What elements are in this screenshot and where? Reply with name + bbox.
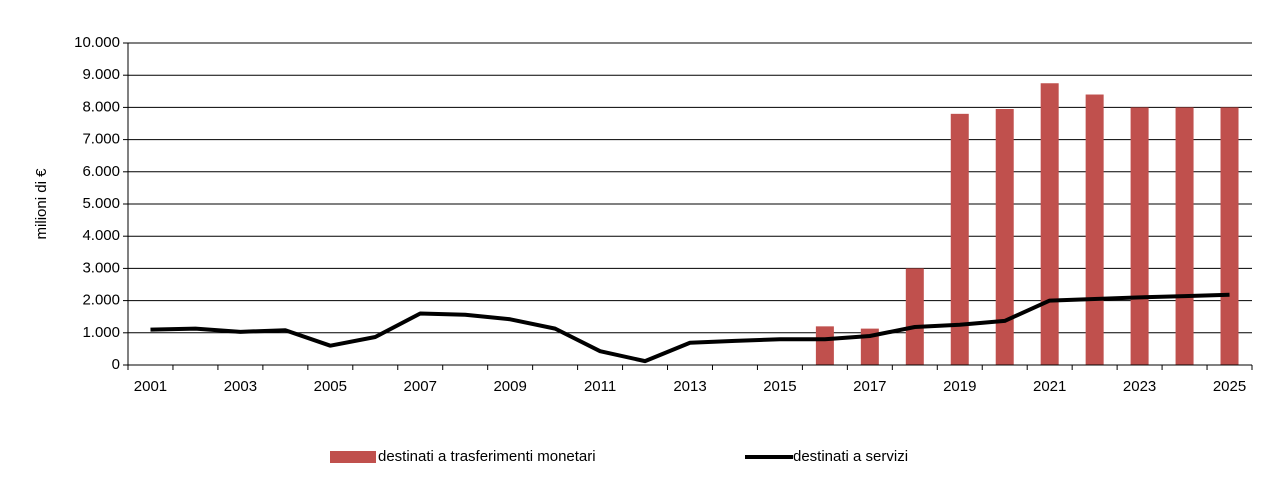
bar [1220, 107, 1239, 366]
bar [815, 326, 834, 365]
bar [1085, 94, 1104, 366]
x-tick-label: 2005 [314, 378, 347, 395]
x-tick-label: 2011 [584, 378, 616, 395]
legend-label: destinati a trasferimenti monetari [378, 448, 596, 465]
bar [995, 109, 1014, 365]
y-tick-label: 8.000 [82, 98, 120, 115]
x-tick-label: 2009 [493, 378, 526, 395]
bar [950, 113, 969, 365]
x-tick-label: 2007 [404, 378, 437, 395]
legend-swatch [330, 451, 376, 463]
bar [1175, 107, 1194, 366]
x-tick-label: 2013 [673, 378, 706, 395]
y-tick-label: 7.000 [82, 131, 120, 148]
y-tick-label: 2.000 [82, 292, 120, 309]
y-tick-label: 5.000 [82, 195, 120, 212]
x-tick-label: 2017 [853, 378, 886, 395]
x-tick-label: 2023 [1123, 378, 1156, 395]
x-tick-label: 2025 [1213, 378, 1246, 395]
legend-label: destinati a servizi [793, 448, 908, 465]
y-tick-label: 0 [112, 356, 120, 373]
y-tick-label: 6.000 [82, 163, 120, 180]
y-axis-label: milioni di € [33, 168, 50, 240]
bar [1130, 107, 1149, 366]
x-tick-label: 2021 [1033, 378, 1066, 395]
bar [905, 268, 924, 365]
x-tick-label: 2015 [763, 378, 796, 395]
bar [1040, 83, 1059, 365]
x-tick-label: 2001 [134, 378, 167, 395]
y-tick-label: 4.000 [82, 227, 120, 244]
line [150, 292, 1230, 364]
x-tick-label: 2019 [943, 378, 976, 395]
y-tick-label: 9.000 [82, 66, 120, 83]
y-tick-label: 1.000 [82, 324, 120, 341]
y-tick-label: 10.000 [74, 34, 120, 51]
x-tick-label: 2003 [224, 378, 257, 395]
y-tick-label: 3.000 [82, 259, 120, 276]
